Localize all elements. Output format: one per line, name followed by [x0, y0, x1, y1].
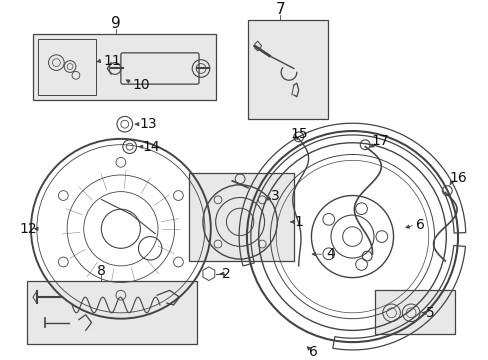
- Text: 15: 15: [289, 127, 307, 141]
- Text: 11: 11: [103, 54, 121, 68]
- Text: 1: 1: [294, 215, 303, 229]
- Text: 8: 8: [97, 264, 105, 278]
- Text: 6: 6: [415, 218, 424, 232]
- Text: 14: 14: [142, 140, 160, 154]
- Text: 13: 13: [139, 117, 157, 131]
- Text: 6: 6: [308, 345, 317, 359]
- Bar: [374, 290, 454, 334]
- Text: 12: 12: [19, 222, 37, 236]
- Text: 3: 3: [271, 189, 280, 203]
- Bar: [189, 173, 293, 261]
- Text: 17: 17: [370, 134, 388, 148]
- Text: 7: 7: [275, 3, 285, 17]
- Text: 4: 4: [325, 247, 334, 261]
- Text: 9: 9: [111, 16, 121, 31]
- Bar: [38, 39, 96, 95]
- Bar: [33, 34, 215, 100]
- Text: 16: 16: [448, 171, 466, 185]
- Text: 10: 10: [132, 78, 150, 92]
- Bar: [247, 20, 327, 119]
- Text: 5: 5: [425, 306, 434, 320]
- Bar: [27, 280, 197, 344]
- Text: 2: 2: [221, 267, 230, 281]
